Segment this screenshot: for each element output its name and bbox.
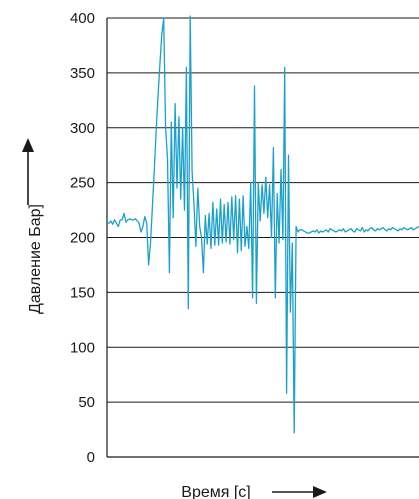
y-tick-label: 50 — [78, 394, 95, 411]
y-tick-label: 200 — [70, 230, 95, 247]
x-axis-arrow-icon — [272, 486, 327, 498]
y-tick-label: 250 — [70, 175, 95, 192]
gridlines — [107, 17, 419, 403]
y-tick-label: 400 — [70, 10, 95, 27]
y-axis-arrow-icon — [22, 138, 34, 205]
y-tick-label: 0 — [87, 449, 95, 466]
y-tick-label: 150 — [70, 284, 95, 301]
series-line — [107, 15, 419, 434]
y-axis-label: Давление Бар] — [27, 204, 44, 314]
y-tick-label: 100 — [70, 339, 95, 356]
y-tick-label: 350 — [70, 65, 95, 82]
x-axis-label: Время [c] — [181, 484, 250, 499]
y-tick-label: 300 — [70, 120, 95, 137]
y-tick-labels: 0 50 100 150 200 250 300 350 400 — [70, 10, 95, 466]
